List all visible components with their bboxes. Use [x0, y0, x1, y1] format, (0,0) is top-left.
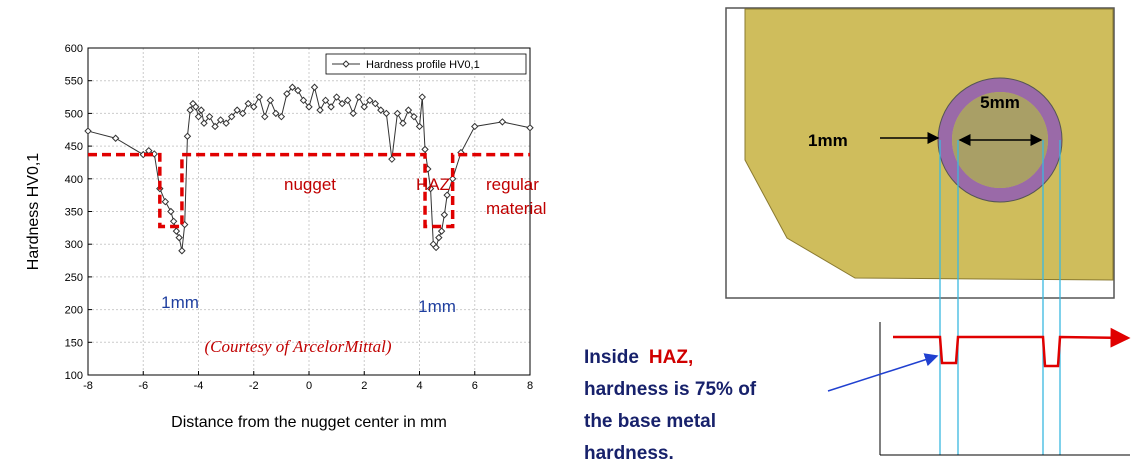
x-tick-label: -2: [249, 380, 259, 392]
annotation: HAZ: [416, 175, 450, 194]
note-line: Inside HAZ,: [584, 347, 693, 368]
annotation: (Courtesy of ArcelorMittal): [205, 337, 392, 356]
note-line: hardness is 75% of: [584, 379, 757, 400]
annotation: 1mm: [418, 297, 456, 316]
annotation: nugget: [284, 175, 336, 194]
y-tick-label: 450: [65, 141, 83, 153]
note-arrow: [828, 356, 937, 391]
x-tick-label: -8: [83, 380, 93, 392]
legend-label: Hardness profile HV0,1: [366, 59, 480, 71]
y-tick-label: 600: [65, 43, 83, 55]
x-tick-label: -6: [138, 380, 148, 392]
diameter-label: 5mm: [980, 93, 1020, 112]
x-tick-label: -4: [194, 380, 204, 392]
x-tick-label: 6: [472, 380, 478, 392]
weld-diagram: 5mm 1mm: [726, 8, 1130, 455]
slide: 100 150 200 250 300 350 400 450 500 550 600 -8 -6 -4 -…: [0, 0, 1144, 470]
hardness-chart: 100 150 200 250 300 350 400 450 500 550 600 -8 -6 -4 -…: [25, 43, 546, 431]
x-tick-label: 0: [306, 380, 312, 392]
y-tick-label: 300: [65, 239, 83, 251]
note-start: Inside: [584, 347, 639, 368]
note-highlight: HAZ,: [649, 347, 693, 368]
annotation: 1mm: [161, 293, 199, 312]
note-line: hardness.: [584, 443, 674, 464]
ring-label: 1mm: [808, 131, 848, 150]
y-tick-label: 250: [65, 272, 83, 284]
y-tick-label: 200: [65, 305, 83, 317]
y-tick-label: 100: [65, 370, 83, 382]
y-tick-label: 150: [65, 337, 83, 349]
y-tick-label: 400: [65, 174, 83, 186]
annotation: material: [486, 199, 546, 218]
x-tick-label: 2: [361, 380, 367, 392]
y-axis-label: Hardness HV0,1: [25, 153, 42, 270]
y-tick-label: 550: [65, 76, 83, 88]
x-axis-label: Distance from the nugget center in mm: [171, 414, 447, 431]
note: Inside HAZ, hardness is 75% of the base m…: [584, 347, 757, 464]
y-tick-label: 500: [65, 108, 83, 120]
profile-sketch: [893, 337, 1128, 366]
x-tick-label: 8: [527, 380, 533, 392]
annotation: regular: [486, 175, 539, 194]
y-tick-label: 350: [65, 207, 83, 219]
x-tick-label: 4: [416, 380, 422, 392]
note-line: the base metal: [584, 411, 716, 432]
